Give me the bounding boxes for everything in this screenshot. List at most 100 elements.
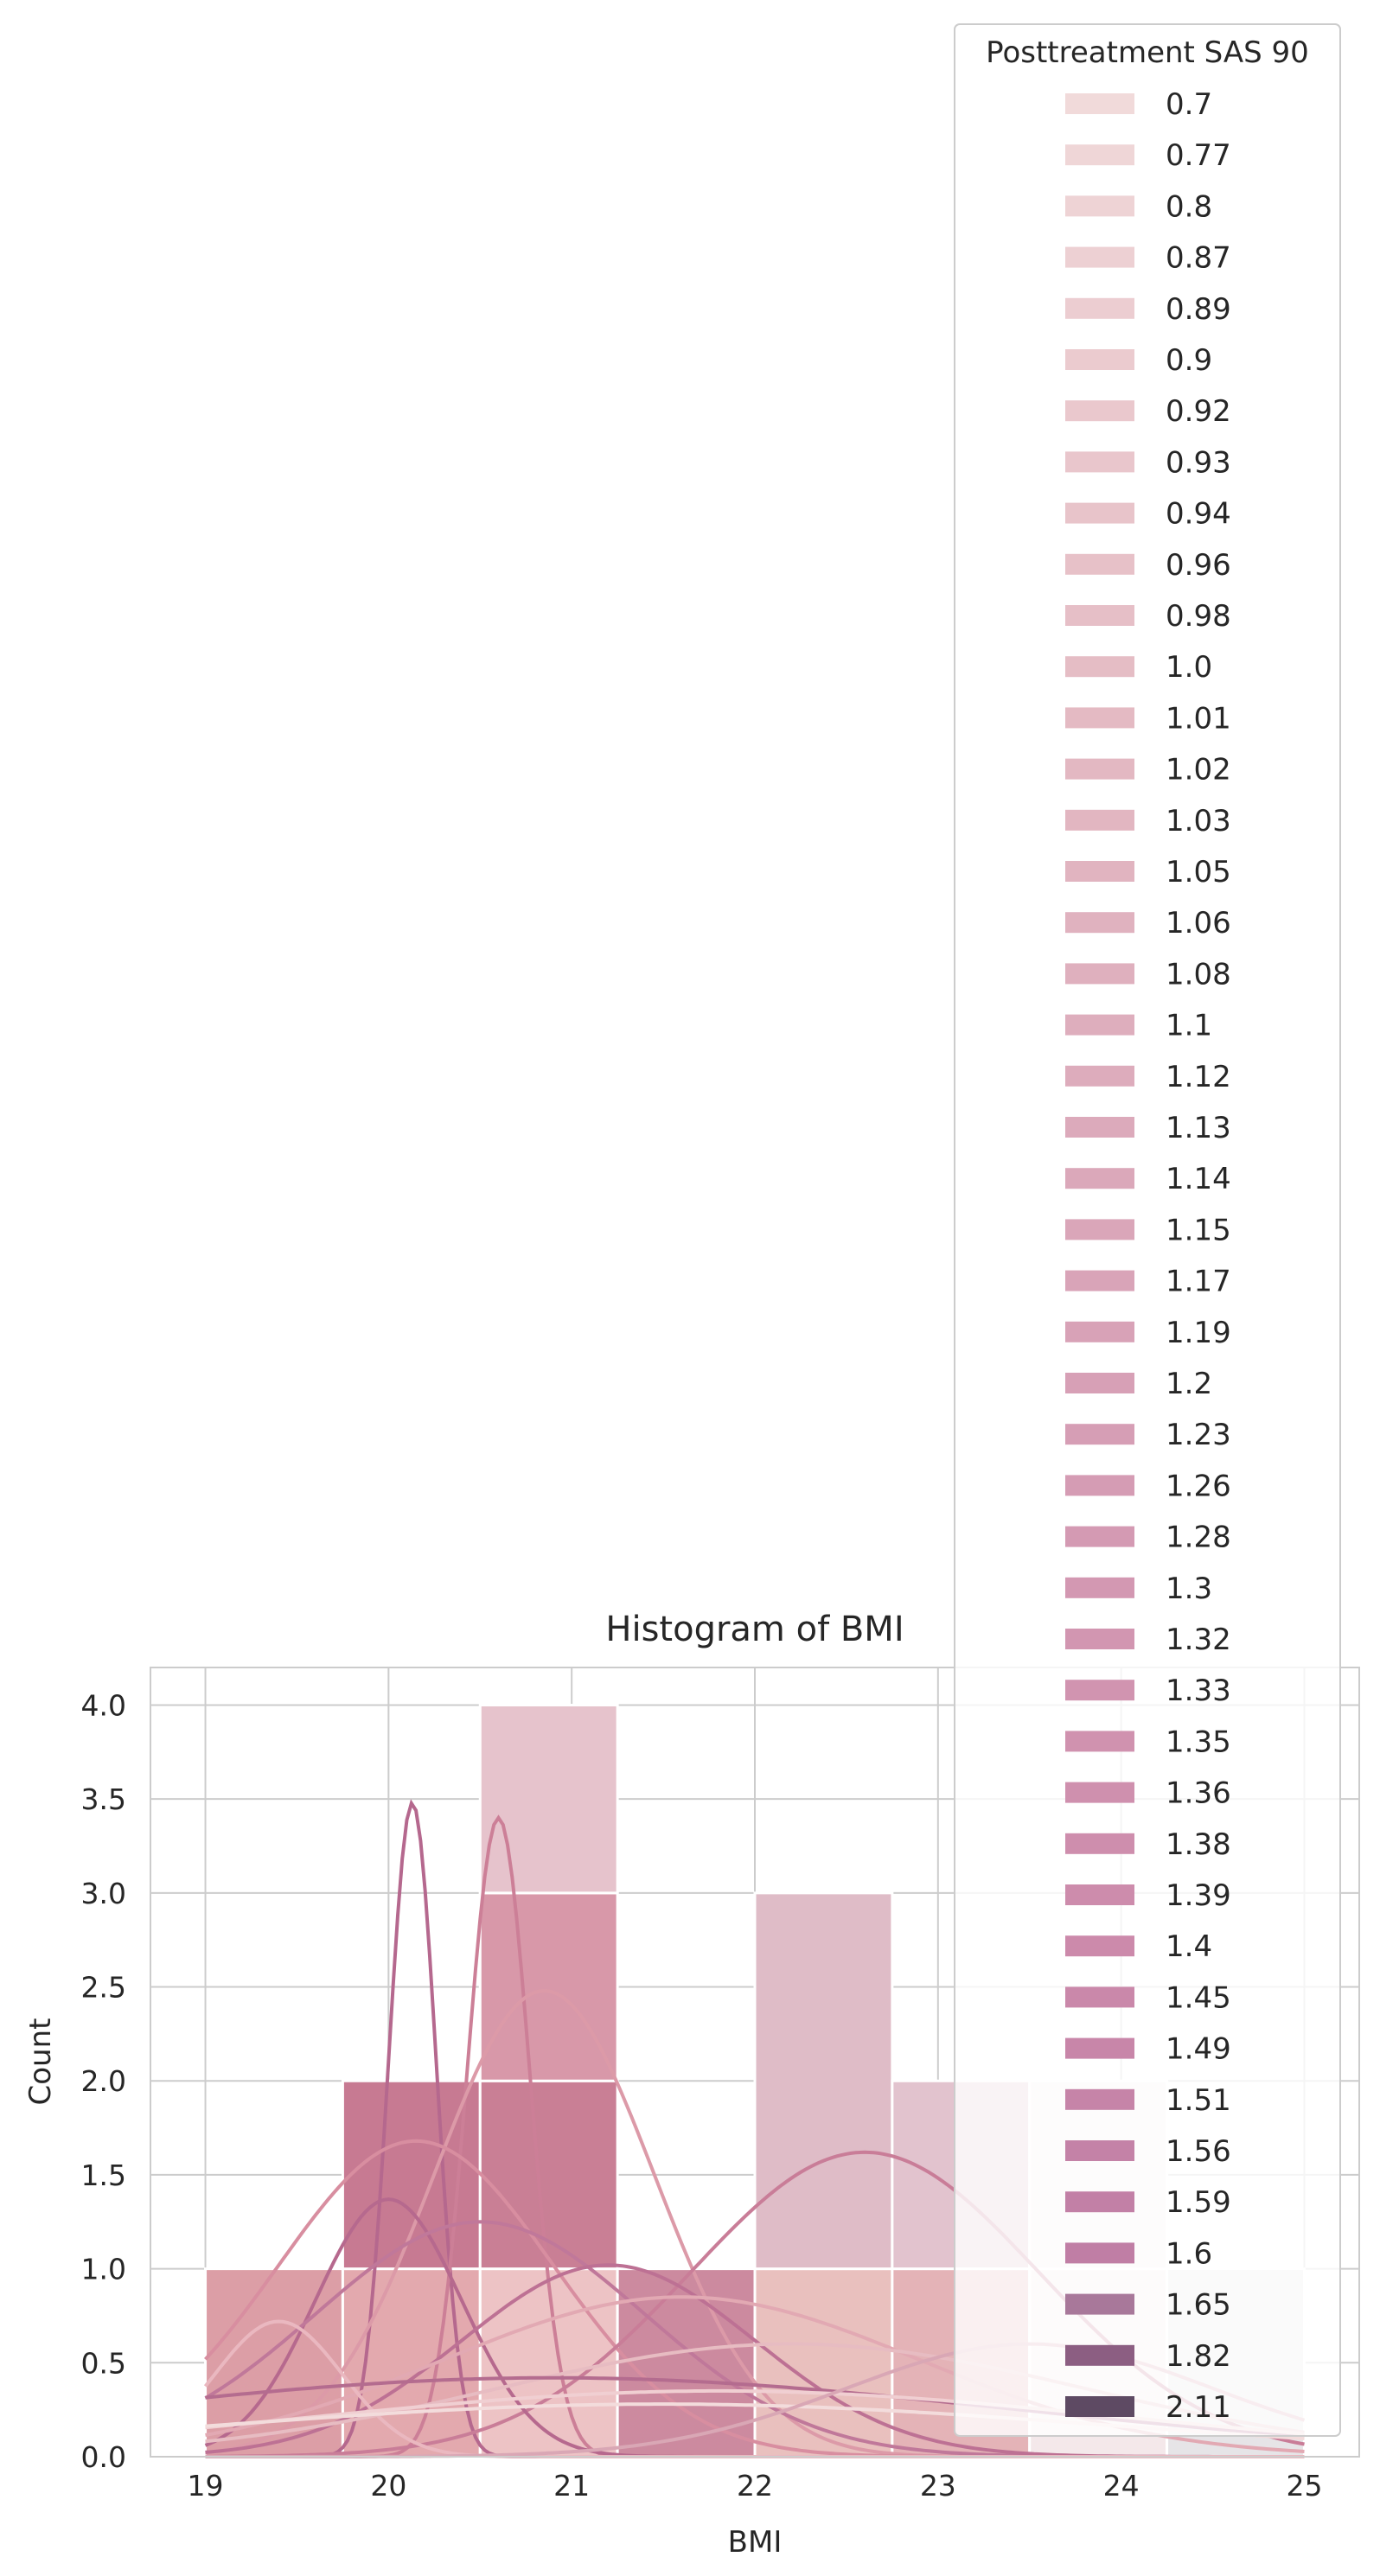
- legend: Posttreatment SAS 90 0.7 0.77 0.8 0.87 0.89 0…: [954, 23, 1341, 2437]
- legend-swatch: [1065, 605, 1134, 626]
- legend-swatch: [1065, 1680, 1134, 1701]
- legend-swatch: [1065, 1219, 1134, 1240]
- legend-swatch: [1065, 1321, 1134, 1342]
- legend-label: 1.45: [1166, 1980, 1231, 2015]
- legend-label: 0.77: [1166, 138, 1231, 173]
- legend-label: 1.08: [1166, 957, 1231, 992]
- legend-swatch: [1065, 1373, 1134, 1393]
- legend-label: 0.94: [1166, 497, 1231, 532]
- legend-label: 1.28: [1166, 1521, 1231, 1555]
- legend-swatch: [1065, 1424, 1134, 1445]
- legend-swatch: [1065, 2293, 1134, 2315]
- histogram-bar: [753, 1891, 894, 2271]
- y-tick-label: 0.5: [81, 2346, 126, 2380]
- chart-title: Histogram of BMI: [605, 1610, 904, 1649]
- legend-label: 1.35: [1166, 1725, 1231, 1759]
- legend-label: 1.6: [1166, 2236, 1212, 2271]
- legend-label: 1.17: [1166, 1265, 1231, 1299]
- legend-swatch: [1065, 912, 1134, 934]
- legend-label: 1.19: [1166, 1316, 1231, 1350]
- y-tick-label: 1.5: [81, 2158, 126, 2192]
- x-tick-label: 20: [370, 2469, 406, 2503]
- legend-label: 1.02: [1166, 753, 1231, 787]
- legend-title: Posttreatment SAS 90: [986, 35, 1309, 70]
- legend-swatch: [1065, 2396, 1134, 2417]
- y-tick-label: 2.0: [81, 2064, 126, 2098]
- legend-swatch: [1065, 1731, 1134, 1752]
- y-axis-label: Count: [23, 2018, 58, 2106]
- legend-swatch: [1065, 451, 1134, 473]
- legend-label: 1.51: [1166, 2083, 1231, 2118]
- legend-label: 0.96: [1166, 548, 1231, 583]
- legend-swatch: [1065, 707, 1134, 729]
- legend-box: [954, 23, 1341, 2437]
- legend-label: 1.32: [1166, 1623, 1231, 1657]
- legend-swatch: [1065, 1014, 1134, 1036]
- legend-swatch: [1065, 297, 1134, 319]
- legend-label: 1.12: [1166, 1060, 1231, 1094]
- legend-swatch: [1065, 400, 1134, 422]
- legend-label: 0.92: [1166, 394, 1231, 429]
- legend-label: 1.15: [1166, 1213, 1231, 1247]
- x-tick-label: 25: [1286, 2469, 1322, 2503]
- legend-swatch: [1065, 1782, 1134, 1803]
- legend-swatch: [1065, 2037, 1134, 2059]
- legend-label: 0.9: [1166, 343, 1212, 378]
- legend-swatch: [1065, 553, 1134, 575]
- legend-swatch: [1065, 1986, 1134, 2008]
- legend-label: 1.01: [1166, 701, 1231, 736]
- y-ticks: 0.0 0.5 1.0 1.5 2.0 2.5 3.0 3.5 4.0: [81, 1688, 126, 2474]
- legend-label: 1.0: [1166, 650, 1212, 685]
- legend-swatch: [1065, 2088, 1134, 2110]
- legend-label: 1.2: [1166, 1367, 1212, 1401]
- legend-swatch: [1065, 1833, 1134, 1854]
- legend-swatch: [1065, 2344, 1134, 2366]
- x-tick-label: 19: [188, 2469, 224, 2503]
- legend-label: 1.26: [1166, 1469, 1231, 1503]
- legend-label: 1.06: [1166, 906, 1231, 940]
- legend-swatch: [1065, 2191, 1134, 2213]
- legend-swatch: [1065, 246, 1134, 268]
- legend-label: 1.33: [1166, 1674, 1231, 1708]
- legend-label: 1.3: [1166, 1572, 1212, 1606]
- legend-swatch: [1065, 1168, 1134, 1189]
- legend-label: 1.1: [1166, 1009, 1212, 1043]
- histogram-bar: [478, 1703, 619, 1895]
- legend-swatch: [1065, 809, 1134, 831]
- x-tick-label: 24: [1103, 2469, 1140, 2503]
- legend-swatch: [1065, 195, 1134, 217]
- legend-label: 1.36: [1166, 1776, 1231, 1811]
- legend-swatch: [1065, 1935, 1134, 1957]
- legend-label: 1.65: [1166, 2288, 1231, 2323]
- histogram-bar: [753, 2267, 894, 2458]
- legend-swatch: [1065, 963, 1134, 985]
- legend-swatch: [1065, 1884, 1134, 1905]
- legend-label: 0.98: [1166, 599, 1231, 634]
- x-ticks: 19 20 21 22 23 24 25: [188, 2469, 1323, 2503]
- legend-swatch: [1065, 93, 1134, 114]
- legend-swatch: [1065, 2242, 1134, 2264]
- legend-label: 1.14: [1166, 1162, 1231, 1196]
- x-axis-label: BMI: [728, 2525, 783, 2560]
- y-tick-label: 2.5: [81, 1971, 126, 2005]
- legend-swatch: [1065, 502, 1134, 524]
- legend-label: 1.39: [1166, 1878, 1231, 1913]
- y-tick-label: 3.5: [81, 1782, 126, 1816]
- legend-swatch: [1065, 1577, 1134, 1598]
- legend-label: 0.8: [1166, 189, 1212, 224]
- y-tick-label: 0.0: [81, 2440, 126, 2474]
- legend-swatch: [1065, 1065, 1134, 1087]
- plot-frame: [150, 1667, 1360, 2458]
- legend-label: 1.82: [1166, 2339, 1231, 2374]
- legend-label: 1.13: [1166, 1111, 1231, 1145]
- legend-label: 1.56: [1166, 2134, 1231, 2169]
- legend-label: 0.89: [1166, 292, 1231, 327]
- x-tick-label: 23: [920, 2469, 956, 2503]
- legend-label: 1.05: [1166, 855, 1231, 889]
- legend-swatch: [1065, 1475, 1134, 1496]
- histogram-bar: [478, 2267, 619, 2458]
- legend-swatch: [1065, 1117, 1134, 1138]
- y-tick-label: 3.0: [81, 1877, 126, 1910]
- legend-label: 0.7: [1166, 87, 1212, 122]
